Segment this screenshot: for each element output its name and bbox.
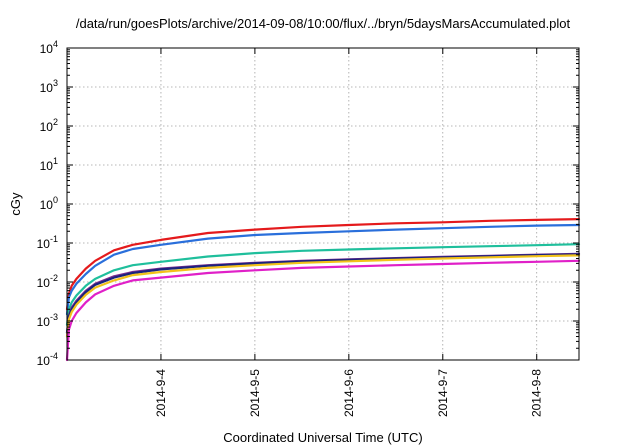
x-tick-label: 2014-9-4 [154,369,168,417]
series-line-5 [65,253,581,334]
series-line-1 [65,218,581,311]
series-line-3 [65,243,581,326]
grid-layer [67,48,579,360]
x-tick-label: 2014-9-5 [248,369,262,417]
x-tick-label: 2014-9-8 [530,369,544,417]
series-line-7 [65,259,581,362]
series-layer [65,218,581,362]
x-tick-label: 2014-9-6 [342,369,356,417]
series-line-2 [65,223,581,316]
tick-layer [67,47,579,361]
x-tick-label: 2014-9-7 [436,369,450,417]
series-line-6 [65,254,581,338]
chart-title: /data/run/goesPlots/archive/2014-09-08/1… [76,16,571,31]
x-axis-title: Coordinated Universal Time (UTC) [223,430,422,445]
y-axis-title: cGy [8,192,23,216]
